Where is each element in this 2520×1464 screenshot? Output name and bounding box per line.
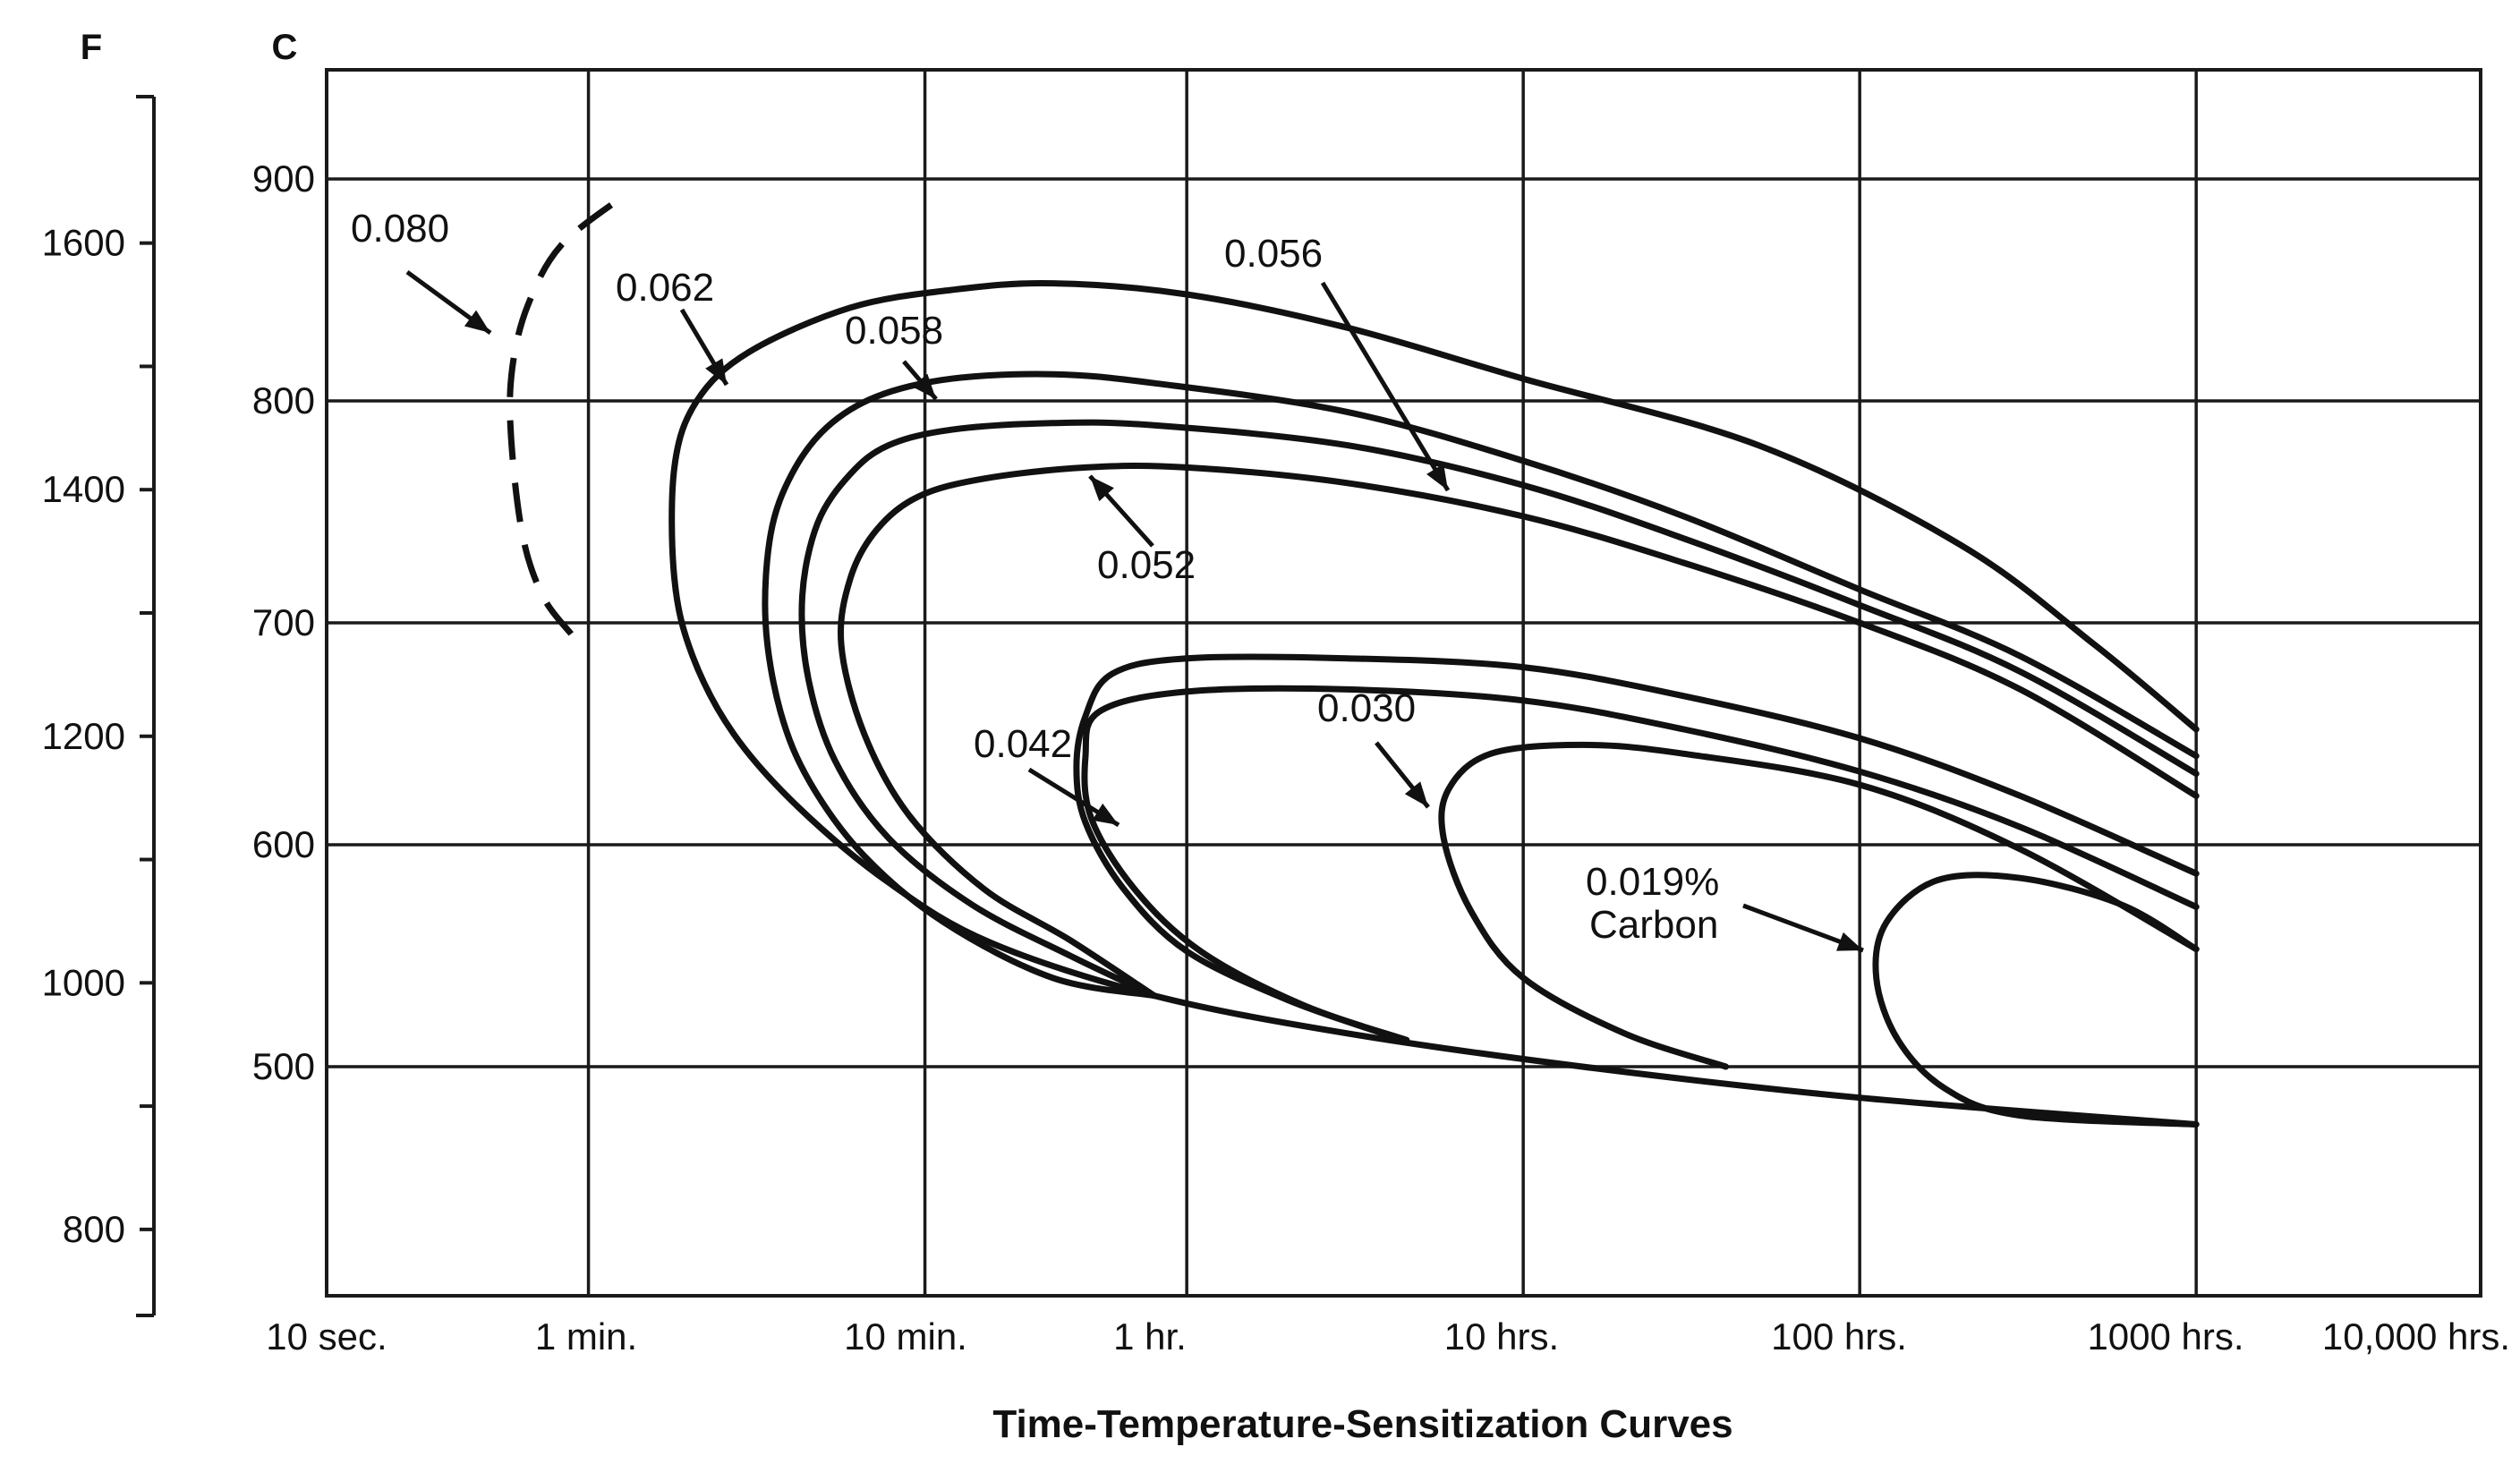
- label-0056: 0.056: [1224, 232, 1323, 276]
- tick-labels: 10 sec. 1 min. 10 min. 1 hr. 10 hrs. 100 hrs.…: [252, 157, 2510, 1358]
- label-0019: 0.019%: [1586, 860, 1719, 904]
- y-f-tick-label-1000: 1000: [42, 961, 125, 1003]
- arrow-0030-head: [1404, 781, 1428, 807]
- arrow-0042-head: [1092, 803, 1119, 825]
- arrow-0056-head: [1426, 464, 1448, 490]
- x-tick-label-7: 10,000 hrs.: [2322, 1315, 2510, 1358]
- y-f-tick-label-800: 800: [63, 1208, 125, 1250]
- curve-0-056-lower: [1073, 653, 2200, 1039]
- arrow-0052-head: [1090, 476, 1114, 502]
- fahrenheit-axis: 800 1000 1200 1400 1600: [42, 95, 156, 1317]
- curve-0-062: [668, 279, 2200, 1128]
- arrow-0056-shaft: [1320, 281, 1451, 492]
- y-c-tick-label-500: 500: [252, 1045, 315, 1087]
- chart-title: Time-Temperature-Sensitization Curves: [992, 1402, 1732, 1446]
- label-0052: 0.052: [1097, 543, 1196, 587]
- y-c-tick-label-700: 700: [252, 601, 315, 643]
- arrow-0019-head: [1836, 932, 1863, 951]
- x-tick-label-3: 1 hr.: [1113, 1315, 1187, 1358]
- x-tick-label-5: 100 hrs.: [1771, 1315, 1907, 1358]
- y-c-tick-label-800: 800: [252, 379, 315, 421]
- plot-frame: [325, 68, 2482, 1298]
- x-tick-label-4: 10 hrs.: [1444, 1315, 1559, 1358]
- label-0030: 0.030: [1317, 686, 1416, 730]
- arrow-0080-head: [464, 310, 490, 333]
- arrow-0058-head: [912, 373, 936, 399]
- x-tick-label-0: 10 sec.: [266, 1315, 387, 1358]
- curve-0-056: [798, 419, 2200, 1000]
- curve-0-052: [838, 463, 2200, 1000]
- label-0058: 0.058: [845, 309, 943, 353]
- grid: [325, 68, 2482, 1298]
- y-f-tick-label-1200: 1200: [42, 715, 125, 757]
- curve-0-080: [507, 192, 628, 636]
- x-tick-label-2: 10 min.: [844, 1315, 967, 1358]
- y-c-tick-label-600: 600: [252, 823, 315, 865]
- x-tick-label-6: 1000 hrs.: [2087, 1315, 2243, 1358]
- arrow-0062-head: [705, 358, 727, 385]
- x-tick-label-1: 1 min.: [535, 1315, 637, 1358]
- curve-0-042: [1081, 685, 2200, 1043]
- y-f-tick-label-1400: 1400: [42, 468, 125, 510]
- label-carbon: Carbon: [1589, 903, 1718, 947]
- label-0062: 0.062: [616, 266, 714, 310]
- label-0080: 0.080: [351, 207, 449, 251]
- curves: [507, 192, 2200, 1128]
- fahrenheit-unit-label: F: [81, 28, 102, 67]
- curve-0-030: [1438, 741, 2200, 1070]
- curve-0-019-carbon: [1872, 872, 2200, 1128]
- celsius-unit-label: C: [272, 28, 298, 67]
- y-f-tick-label-1600: 1600: [42, 222, 125, 264]
- label-0042: 0.042: [974, 722, 1072, 766]
- y-c-tick-label-900: 900: [252, 157, 315, 200]
- annotation-arrows: [405, 269, 1864, 953]
